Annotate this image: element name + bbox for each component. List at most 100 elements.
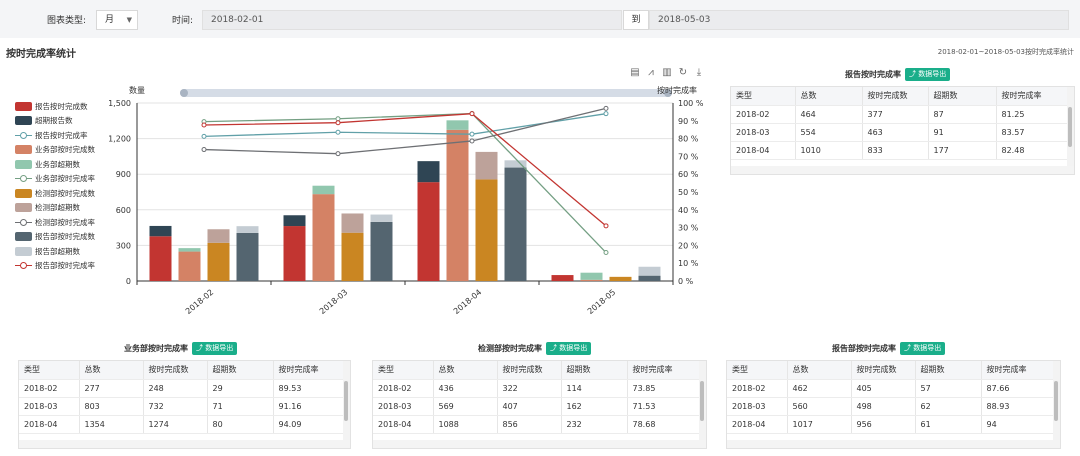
horizontal-scrollbar[interactable] xyxy=(19,440,350,448)
export-label: 数据导出 xyxy=(913,344,942,352)
rate-line xyxy=(203,113,607,138)
bar-done xyxy=(504,167,527,281)
column-header: 类型 xyxy=(731,87,796,106)
legend-swatch xyxy=(15,188,32,198)
bar-late xyxy=(370,214,393,222)
table-cell: 2018-03 xyxy=(373,397,434,416)
report-dept-table-title-text: 报告部按时完成率 xyxy=(832,344,896,353)
table-cell: 94.09 xyxy=(273,415,346,434)
legend-label: 报告按时完成数 xyxy=(35,101,88,111)
business-export-button[interactable]: ⤴ 数据导出 xyxy=(192,342,238,355)
legend-swatch xyxy=(15,203,32,213)
legend-label: 业务部按时完成数 xyxy=(35,145,95,155)
legend-label: 报告部按时完成数 xyxy=(35,232,95,242)
report-dept-table-title: 报告部按时完成率 ⤴ 数据导出 xyxy=(832,342,946,355)
legend-item[interactable]: 报告部超期数 xyxy=(15,244,95,259)
legend-swatch xyxy=(15,174,32,183)
end-date-input[interactable]: 2018-05-03 xyxy=(649,10,1069,30)
table-cell: 94 xyxy=(981,415,1054,434)
rate-point xyxy=(335,120,341,126)
bar-done xyxy=(283,226,306,281)
report-export-button[interactable]: ⤴ 数据导出 xyxy=(905,68,951,81)
testing-table-title-text: 检测部按时完成率 xyxy=(478,344,542,353)
horizontal-scrollbar[interactable] xyxy=(727,440,1060,448)
bar-done xyxy=(312,194,335,281)
column-header: 按时完成数 xyxy=(851,361,916,380)
vertical-scrollbar[interactable] xyxy=(343,361,350,448)
table-cell: 61 xyxy=(915,415,982,434)
business-table-title: 业务部按时完成率 ⤴ 数据导出 xyxy=(124,342,238,355)
legend-item[interactable]: 报告部按时完成率 xyxy=(15,259,95,274)
table-header-row: 类型 总数 按时完成数 超期数 按时完成率 xyxy=(731,87,1069,106)
bar-done xyxy=(370,221,393,281)
legend-label: 报告部超期数 xyxy=(35,246,80,256)
table-cell: 2018-04 xyxy=(373,415,434,434)
table-cell: 87 xyxy=(928,105,997,124)
restore-icon[interactable]: ↻ xyxy=(678,67,688,78)
bar-late xyxy=(580,272,603,280)
column-header: 按时完成数 xyxy=(143,361,208,380)
legend-swatch xyxy=(15,246,32,256)
bar-done xyxy=(178,251,201,281)
table-cell: 2018-02 xyxy=(19,379,80,398)
legend-item[interactable]: 报告按时完成数 xyxy=(15,99,95,114)
bar-done xyxy=(551,275,574,281)
bar-done xyxy=(638,275,661,281)
download-icon[interactable]: ⤓ xyxy=(696,67,702,78)
table-cell: 2018-03 xyxy=(19,397,80,416)
rate-line xyxy=(203,113,607,227)
data-view-icon[interactable]: ▤ xyxy=(630,67,640,78)
line-switch-icon[interactable]: ⩘ xyxy=(648,67,654,78)
legend-item[interactable]: 业务部超期数 xyxy=(15,157,95,172)
rate-point xyxy=(201,147,207,153)
table-cell: 405 xyxy=(851,379,916,398)
table-cell: 87.66 xyxy=(981,379,1054,398)
table-cell: 2018-04 xyxy=(727,415,788,434)
rate-line xyxy=(203,112,607,253)
y2-tick-label: 40 % xyxy=(678,206,699,215)
legend-item[interactable]: 检测部按时完成数 xyxy=(15,186,95,201)
table-row: 2018-04 1017 956 61 94 xyxy=(727,415,1054,434)
table-row: 2018-03 803 732 71 91.16 xyxy=(19,397,346,416)
column-header: 超期数 xyxy=(561,361,628,380)
table-row: 2018-04 1010 833 177 82.48 xyxy=(731,141,1069,160)
chart-type-select[interactable]: 月 ▼ xyxy=(96,10,138,30)
report-dept-table: 类型 总数 按时完成数 超期数 按时完成率 2018-02 462 405 57 87.66 201… xyxy=(726,360,1061,449)
table-cell: 856 xyxy=(497,415,562,434)
table-cell: 232 xyxy=(561,415,628,434)
testing-table-title: 检测部按时完成率 ⤴ 数据导出 xyxy=(478,342,592,355)
testing-export-button[interactable]: ⤴ 数据导出 xyxy=(546,342,592,355)
legend-item[interactable]: 报告部按时完成数 xyxy=(15,230,95,245)
legend-item[interactable]: 报告按时完成率 xyxy=(15,128,95,143)
vertical-scrollbar[interactable] xyxy=(699,361,706,448)
legend-label: 超期报告数 xyxy=(35,116,73,126)
legend-item[interactable]: 检测部超期数 xyxy=(15,201,95,216)
report-table: 类型 总数 按时完成数 超期数 按时完成率 2018-02 464 377 87 81.25 201… xyxy=(730,86,1075,175)
bar-switch-icon[interactable]: ▥ xyxy=(662,67,672,78)
column-header: 按时完成数 xyxy=(497,361,562,380)
legend-item[interactable]: 检测部按时完成率 xyxy=(15,215,95,230)
bar-late xyxy=(504,160,527,168)
bar-late xyxy=(312,185,335,195)
bar-done xyxy=(207,242,230,281)
vertical-scrollbar[interactable] xyxy=(1067,87,1074,174)
bar-done xyxy=(417,182,440,281)
legend-item[interactable]: 业务部按时完成率 xyxy=(15,172,95,187)
legend-item[interactable]: 超期报告数 xyxy=(15,114,95,129)
column-header: 类型 xyxy=(727,361,788,380)
chevron-down-icon: ▼ xyxy=(126,16,132,24)
filter-bar: 图表类型: 月 ▼ 时间: 2018-02-01 到 2018-05-03 xyxy=(0,0,1080,38)
column-header: 总数 xyxy=(787,361,852,380)
column-header: 超期数 xyxy=(207,361,274,380)
rate-point xyxy=(335,116,341,122)
horizontal-scrollbar[interactable] xyxy=(373,440,706,448)
y2-axis-label: 按时完成率 xyxy=(657,85,697,95)
report-dept-export-button[interactable]: ⤴ 数据导出 xyxy=(900,342,946,355)
legend-item[interactable]: 业务部按时完成数 xyxy=(15,143,95,158)
start-date-input[interactable]: 2018-02-01 xyxy=(202,10,622,30)
legend-label: 业务部按时完成率 xyxy=(35,174,95,184)
vertical-scrollbar[interactable] xyxy=(1053,361,1060,448)
horizontal-scrollbar[interactable] xyxy=(731,166,1074,174)
table-cell: 2018-03 xyxy=(731,123,796,142)
x-tick-label: 2018-05 xyxy=(586,288,617,316)
